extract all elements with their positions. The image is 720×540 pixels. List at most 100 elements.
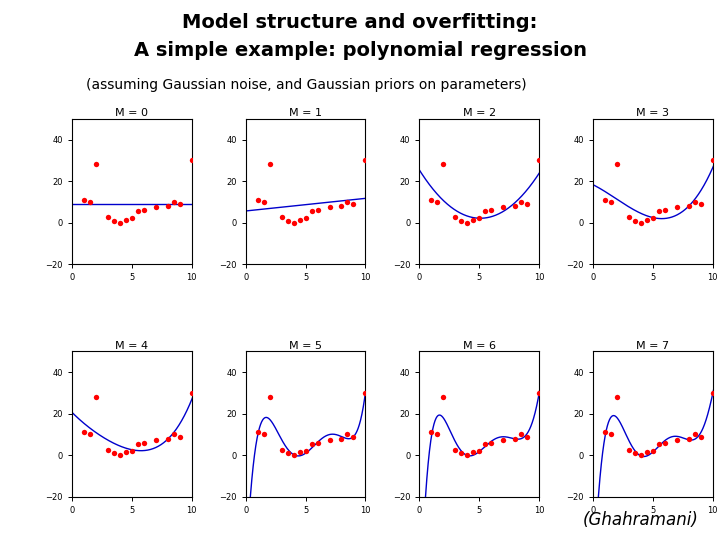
- Text: A simple example: polynomial regression: A simple example: polynomial regression: [133, 40, 587, 59]
- Title: M = 2: M = 2: [463, 108, 496, 118]
- Point: [521, 200, 533, 208]
- Point: [671, 435, 683, 444]
- Text: Model structure and overfitting:: Model structure and overfitting:: [182, 14, 538, 32]
- Point: [498, 202, 509, 211]
- Title: M = 4: M = 4: [115, 341, 148, 350]
- Point: [426, 195, 437, 204]
- Point: [186, 156, 197, 165]
- Point: [510, 202, 521, 211]
- Point: [689, 198, 701, 206]
- Point: [624, 446, 635, 454]
- Point: [264, 393, 275, 401]
- Point: [138, 438, 150, 447]
- Point: [312, 206, 323, 214]
- Point: [534, 389, 545, 397]
- Title: M = 0: M = 0: [115, 108, 148, 118]
- Point: [474, 447, 485, 455]
- Point: [174, 200, 186, 208]
- Point: [120, 215, 132, 224]
- Title: M = 5: M = 5: [289, 341, 322, 350]
- Point: [282, 449, 293, 457]
- Point: [516, 198, 527, 206]
- Point: [126, 447, 138, 455]
- Point: [707, 156, 719, 165]
- Point: [642, 215, 653, 224]
- Point: [120, 448, 132, 456]
- Point: [300, 447, 311, 455]
- Point: [467, 215, 479, 224]
- Point: [611, 393, 623, 401]
- Point: [276, 446, 287, 454]
- Point: [150, 435, 161, 444]
- Point: [78, 195, 90, 204]
- Point: [426, 428, 437, 437]
- Point: [647, 214, 659, 223]
- Point: [624, 213, 635, 222]
- Point: [252, 428, 264, 437]
- Point: [252, 195, 264, 204]
- Point: [611, 160, 623, 169]
- Point: [683, 202, 695, 211]
- Point: [485, 438, 497, 447]
- Point: [498, 435, 509, 444]
- Point: [138, 206, 150, 214]
- Point: [150, 202, 161, 211]
- Point: [78, 428, 90, 437]
- Point: [642, 448, 653, 456]
- Title: M = 1: M = 1: [289, 108, 322, 118]
- Point: [534, 156, 545, 165]
- Point: [84, 198, 96, 206]
- Point: [647, 447, 659, 455]
- Point: [276, 213, 287, 222]
- Point: [516, 430, 527, 439]
- Text: (assuming Gaussian noise, and Gaussian priors on parameters): (assuming Gaussian noise, and Gaussian p…: [86, 78, 527, 92]
- Point: [294, 448, 305, 456]
- Point: [431, 198, 443, 206]
- Point: [449, 213, 461, 222]
- Point: [599, 428, 611, 437]
- Point: [102, 213, 114, 222]
- Point: [348, 200, 359, 208]
- Point: [683, 434, 695, 443]
- Point: [342, 198, 354, 206]
- Point: [480, 207, 491, 215]
- Point: [288, 451, 300, 460]
- Point: [162, 434, 174, 443]
- Point: [635, 218, 647, 227]
- Point: [659, 438, 670, 447]
- Point: [629, 216, 641, 225]
- Point: [695, 432, 706, 441]
- Point: [467, 448, 479, 456]
- Point: [132, 207, 143, 215]
- Point: [294, 215, 305, 224]
- Point: [306, 207, 318, 215]
- Point: [168, 430, 179, 439]
- Point: [336, 434, 347, 443]
- Point: [264, 160, 275, 169]
- Point: [360, 156, 372, 165]
- Point: [132, 440, 143, 448]
- Point: [671, 202, 683, 211]
- Point: [126, 214, 138, 223]
- Point: [258, 198, 269, 206]
- Point: [629, 449, 641, 457]
- Point: [653, 440, 665, 448]
- Point: [306, 440, 318, 448]
- Point: [90, 393, 102, 401]
- Point: [521, 432, 533, 441]
- Point: [431, 430, 443, 439]
- Title: M = 7: M = 7: [636, 341, 670, 350]
- Point: [90, 160, 102, 169]
- Point: [162, 202, 174, 211]
- Point: [102, 446, 114, 454]
- Point: [462, 451, 473, 460]
- Point: [707, 389, 719, 397]
- Point: [282, 216, 293, 225]
- Point: [288, 218, 300, 227]
- Point: [462, 218, 473, 227]
- Point: [324, 435, 336, 444]
- Point: [485, 206, 497, 214]
- Point: [324, 202, 336, 211]
- Point: [168, 198, 179, 206]
- Point: [108, 216, 120, 225]
